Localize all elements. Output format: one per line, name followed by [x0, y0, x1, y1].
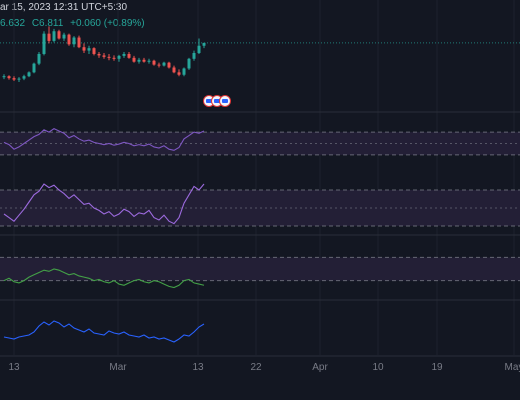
candle-body — [52, 31, 56, 41]
candle-body — [97, 53, 101, 56]
candle-body — [42, 33, 46, 54]
candle-body — [47, 33, 51, 41]
candle-body — [87, 48, 91, 51]
candle-body — [22, 76, 26, 79]
candle-body — [27, 72, 31, 77]
time-axis-label: 10 — [372, 362, 384, 373]
candle-body — [192, 53, 196, 59]
candle-body — [112, 57, 116, 59]
ohlc-value-1: 6.632 — [0, 18, 26, 29]
candle-body — [107, 56, 111, 58]
candle-body — [182, 68, 186, 75]
green-oscillator-band — [0, 257, 520, 281]
candle-body — [2, 76, 6, 78]
candle-body — [12, 78, 16, 80]
candle-body — [62, 34, 66, 39]
candle-body — [7, 76, 11, 79]
datetime-label: ar 15, 2023 12:31 UTC+5:30 — [0, 2, 128, 13]
green-oscillator-line — [3, 268, 205, 289]
candle-body — [17, 78, 21, 80]
time-axis-label: 13 — [8, 362, 20, 373]
legend-header: ar 15, 2023 12:31 UTC+5:30 — [0, 0, 127, 16]
us-flag-icon[interactable] — [219, 95, 231, 107]
time-axis-label: Apr — [312, 362, 328, 373]
candle-body — [127, 53, 131, 58]
time-axis-label: May — [504, 362, 520, 373]
ohlc-value-2: C6.811 — [31, 18, 64, 29]
candle-body — [147, 60, 151, 62]
time-axis-label: 22 — [250, 362, 262, 373]
time-axis-label: 19 — [431, 362, 443, 373]
candle-body — [92, 48, 96, 54]
candle-body — [32, 63, 36, 73]
candle-body — [152, 60, 156, 65]
candle-body — [157, 64, 161, 66]
candle-body — [167, 62, 171, 68]
candle-body — [142, 59, 146, 62]
candle-body — [172, 67, 176, 73]
candle-body — [122, 53, 126, 56]
candle-body — [187, 58, 191, 69]
candle-body — [72, 37, 76, 45]
rsi-line — [3, 128, 205, 151]
candle-body — [177, 72, 181, 75]
stoch-line — [3, 183, 205, 225]
candle-body — [57, 31, 61, 39]
time-axis-label: Mar — [109, 362, 127, 373]
candle-body — [202, 42, 206, 46]
candle-body — [137, 59, 141, 62]
candle-body — [77, 37, 81, 48]
candle-body — [102, 55, 106, 57]
candle-body — [37, 53, 41, 64]
candle-body — [67, 34, 71, 45]
candle-body — [117, 55, 121, 59]
ohlc-change: +0.060 (+0.89%) — [70, 18, 145, 29]
time-axis-label: 13 — [192, 362, 204, 373]
candle-body — [82, 47, 86, 51]
candle-body — [162, 62, 166, 66]
blue-oscillator-line — [3, 320, 205, 343]
candle-body — [132, 57, 136, 62]
candle-body — [197, 45, 201, 53]
ohlc-readout: 6.632 C6.811 +0.060 (+0.89%) — [0, 16, 145, 32]
economic-events[interactable] — [203, 95, 231, 109]
